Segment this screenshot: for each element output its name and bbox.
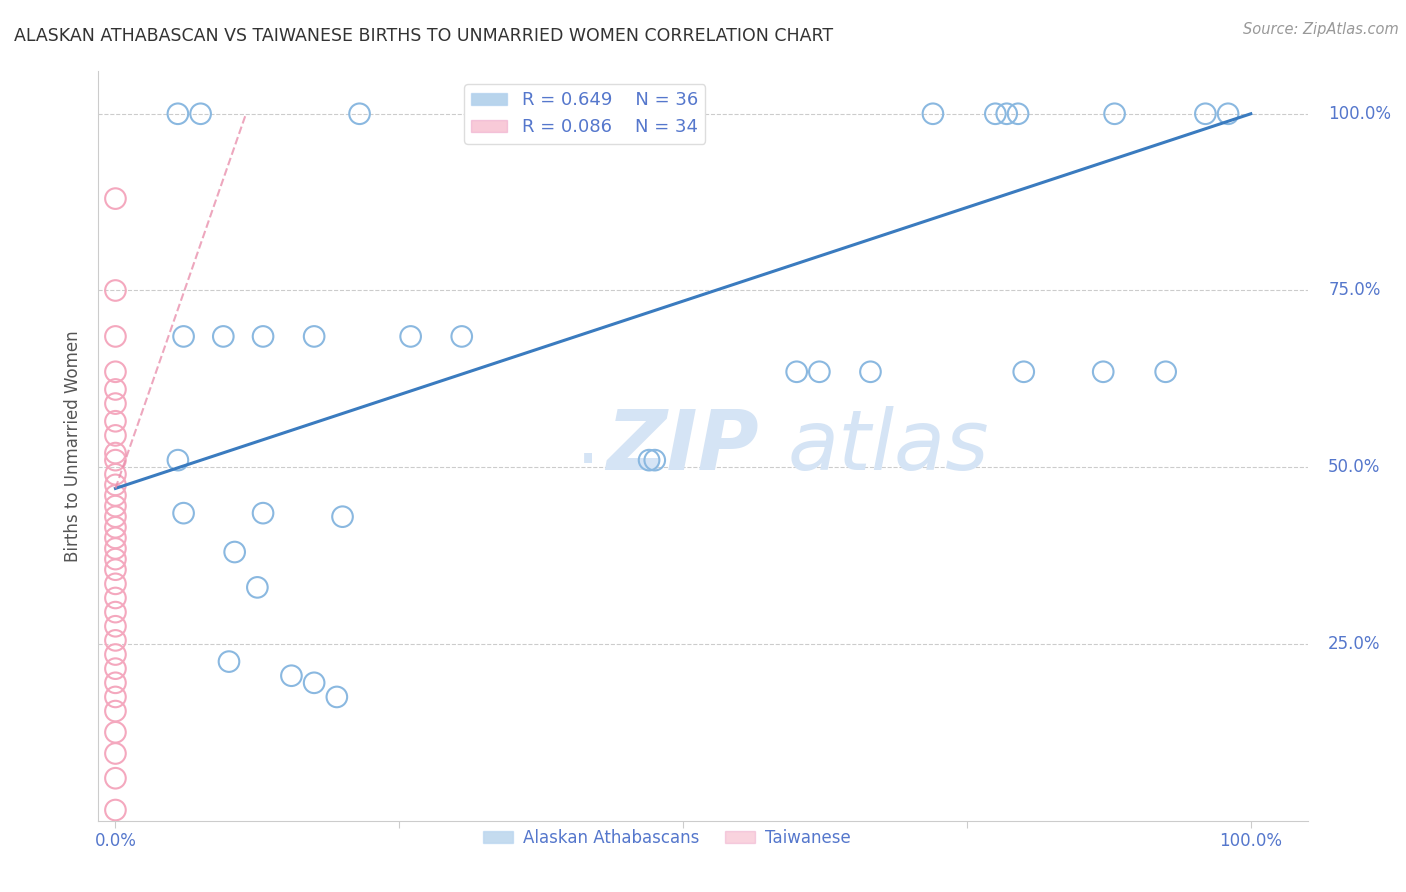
Point (1092, 365, 1115, 379)
Point (104, 488, 127, 502)
Point (104, 577, 127, 591)
Point (104, 747, 127, 761)
Point (672, 107, 695, 121)
Point (104, 662, 127, 676)
Point (104, 509, 127, 524)
Point (104, 552, 127, 566)
Point (104, 690, 127, 704)
Point (218, 655, 240, 669)
Text: 50.0%: 50.0% (1329, 458, 1381, 476)
Point (349, 107, 371, 121)
Point (1154, 365, 1177, 379)
Y-axis label: Births to Unmarried Women: Births to Unmarried Women (65, 330, 83, 562)
Point (479, 107, 502, 121)
Point (104, 428, 127, 442)
Point (252, 329, 274, 343)
Point (995, 107, 1018, 121)
Point (173, 506, 195, 520)
Point (326, 690, 349, 704)
Point (922, 107, 945, 121)
Point (1104, 107, 1126, 121)
Point (212, 329, 235, 343)
Point (450, 329, 472, 343)
Point (280, 669, 302, 683)
Point (104, 414, 127, 428)
Point (224, 545, 246, 559)
Point (808, 365, 831, 379)
Point (104, 541, 127, 556)
Point (104, 675, 127, 690)
Point (859, 365, 882, 379)
Point (302, 675, 325, 690)
Point (104, 633, 127, 648)
Point (332, 509, 354, 524)
Text: 100.0%: 100.0% (1329, 104, 1391, 123)
Point (104, 771, 127, 785)
Point (104, 648, 127, 662)
Point (104, 619, 127, 633)
Point (104, 192, 127, 206)
Point (104, 605, 127, 619)
Point (984, 107, 1007, 121)
Point (190, 107, 212, 121)
Point (104, 365, 127, 379)
Point (786, 365, 808, 379)
Point (638, 453, 661, 467)
Point (104, 563, 127, 577)
Point (167, 453, 190, 467)
Point (104, 383, 127, 397)
Point (104, 284, 127, 298)
Point (104, 499, 127, 513)
Point (1012, 365, 1035, 379)
Text: Source: ZipAtlas.com: Source: ZipAtlas.com (1243, 22, 1399, 37)
Text: atlas: atlas (787, 406, 990, 486)
Point (1216, 107, 1239, 121)
Point (104, 329, 127, 343)
Text: ZIP: ZIP (606, 406, 759, 486)
Point (246, 580, 269, 594)
Point (104, 704, 127, 718)
Text: ALASKAN ATHABASCAN VS TAIWANESE BIRTHS TO UNMARRIED WOMEN CORRELATION CHART: ALASKAN ATHABASCAN VS TAIWANESE BIRTHS T… (14, 27, 834, 45)
Text: 75.0%: 75.0% (1329, 282, 1381, 300)
Point (104, 396, 127, 410)
Point (104, 467, 127, 482)
Point (1194, 107, 1216, 121)
Point (104, 453, 127, 467)
Point (104, 478, 127, 492)
Text: .: . (576, 405, 600, 479)
Point (1007, 107, 1029, 121)
Point (104, 591, 127, 605)
Point (104, 531, 127, 545)
Legend: Alaskan Athabascans, Taiwanese: Alaskan Athabascans, Taiwanese (477, 822, 856, 854)
Point (167, 107, 190, 121)
Point (302, 329, 325, 343)
Point (399, 329, 422, 343)
Point (104, 803, 127, 817)
Point (104, 520, 127, 534)
Text: 25.0%: 25.0% (1329, 635, 1381, 653)
Point (104, 446, 127, 460)
Point (104, 725, 127, 739)
Point (252, 506, 274, 520)
Point (173, 329, 195, 343)
Point (644, 453, 666, 467)
